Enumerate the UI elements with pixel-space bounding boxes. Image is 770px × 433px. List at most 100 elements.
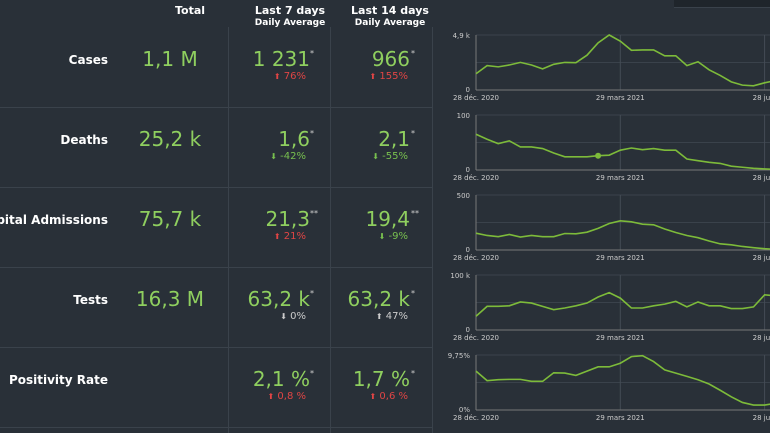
last14-number: 1,7 % bbox=[352, 367, 410, 391]
last7-change-text: 21% bbox=[283, 231, 306, 242]
footnote-mark: * bbox=[310, 289, 314, 298]
last14-value: 1,7 % bbox=[332, 367, 410, 391]
x-tick-label: 29 mars 2021 bbox=[596, 334, 645, 342]
y-tick-label: 500 bbox=[457, 192, 470, 200]
footnote-mark: * bbox=[310, 129, 314, 138]
total-value: 16,3 M bbox=[135, 287, 205, 311]
footnote-mark: * bbox=[411, 289, 415, 298]
last7-number: 2,1 % bbox=[252, 367, 310, 391]
y-tick-label: 100 k bbox=[450, 272, 471, 280]
header-daily-average: Daily Average bbox=[254, 18, 326, 28]
trend-chart[interactable]: 4,9 k 028 déc. 2020 29 mars 2021 28 juin bbox=[440, 27, 770, 107]
row-divider bbox=[0, 427, 432, 428]
row-label: Cases bbox=[68, 53, 108, 67]
last7-change-text: -42% bbox=[280, 151, 306, 162]
trend-chart[interactable]: 100 028 déc. 2020 29 mars 2021 28 juin bbox=[440, 107, 770, 187]
last7-change: ⬆ 21% bbox=[230, 231, 306, 242]
arrow-up-icon: ⬆ bbox=[273, 72, 281, 81]
last7-change-text: 0,8 % bbox=[277, 391, 306, 402]
arrow-up-icon: ⬆ bbox=[369, 72, 377, 81]
trend-chart[interactable]: 500 028 déc. 2020 29 mars 2021 28 juin bbox=[440, 187, 770, 267]
last7-value: 1 231 bbox=[230, 47, 310, 71]
last14-change: ⬆ 0,6 % bbox=[332, 391, 408, 402]
series-line bbox=[475, 133, 770, 170]
row-label: Positivity Rate bbox=[8, 373, 108, 387]
last7-number: 63,2 k bbox=[247, 287, 310, 311]
series-line bbox=[475, 354, 770, 406]
trend-chart[interactable]: 100 k 028 déc. 2020 29 mars 2021 28 juin bbox=[440, 267, 770, 347]
footnote-mark: ** bbox=[411, 209, 419, 218]
last7-change-text: 76% bbox=[283, 71, 306, 82]
top-right-panel-edge bbox=[674, 0, 770, 8]
last14-number: 19,4 bbox=[365, 207, 410, 231]
row-divider bbox=[0, 107, 432, 108]
last7-change-text: 0% bbox=[290, 311, 306, 322]
header-last14: Last 14 days Daily Average bbox=[340, 4, 440, 28]
last14-number: 2,1 bbox=[378, 127, 410, 151]
row-label: Deaths bbox=[60, 133, 108, 147]
row-label: Hospital Admissions bbox=[0, 213, 108, 227]
last7-value: 21,3 bbox=[230, 207, 310, 231]
y-tick-label: 4,9 k bbox=[453, 32, 471, 40]
last7-change: ⬆ 76% bbox=[230, 71, 306, 82]
last7-number: 1 231 bbox=[252, 47, 310, 71]
last7-change: ⬇ -42% bbox=[230, 151, 306, 162]
trend-chart[interactable]: 9,75% 0%28 déc. 2020 29 mars 2021 28 juin bbox=[440, 347, 770, 427]
x-tick-label: 28 juin bbox=[753, 334, 770, 342]
last14-number: 63,2 k bbox=[347, 287, 410, 311]
last7-value: 2,1 % bbox=[230, 367, 310, 391]
last14-change-text: 47% bbox=[385, 311, 408, 322]
last14-value: 2,1 bbox=[332, 127, 410, 151]
arrow-up-icon: ⬆ bbox=[273, 232, 281, 241]
header-daily-average: Daily Average bbox=[354, 18, 426, 28]
last14-change-text: 155% bbox=[379, 71, 408, 82]
footnote-mark: * bbox=[411, 49, 415, 58]
arrow-down-icon: ⬇ bbox=[270, 152, 277, 161]
last7-number: 21,3 bbox=[265, 207, 310, 231]
last14-change: ⬇ -9% bbox=[332, 231, 408, 242]
x-tick-label: 28 juin bbox=[753, 174, 770, 182]
footnote-mark: * bbox=[411, 129, 415, 138]
header-total: Total bbox=[150, 4, 230, 17]
y-tick-label: 100 bbox=[457, 112, 470, 120]
last14-number: 966 bbox=[371, 47, 410, 71]
x-tick-label: 28 déc. 2020 bbox=[453, 334, 499, 342]
footnote-mark: ** bbox=[310, 209, 318, 218]
x-tick-label: 28 déc. 2020 bbox=[453, 254, 499, 262]
total-value: 1,1 M bbox=[142, 47, 198, 71]
series-line bbox=[475, 34, 770, 87]
y-tick-label: 0 bbox=[466, 86, 470, 94]
last14-change: ⬆ 155% bbox=[332, 71, 408, 82]
row-divider bbox=[0, 267, 432, 268]
last14-change-text: -55% bbox=[382, 151, 408, 162]
y-tick-label: 0% bbox=[459, 406, 470, 414]
total-value: 75,7 k bbox=[138, 207, 202, 231]
x-tick-label: 28 juin bbox=[753, 94, 770, 102]
arrow-up-icon: ⬆ bbox=[369, 392, 377, 401]
y-tick-label: 0 bbox=[466, 326, 470, 334]
data-point bbox=[595, 152, 602, 159]
arrow-up-icon: ⬆ bbox=[375, 312, 383, 321]
last14-change: ⬇ -55% bbox=[332, 151, 408, 162]
last14-change-text: -9% bbox=[388, 231, 408, 242]
last7-value: 63,2 k bbox=[230, 287, 310, 311]
last14-change: ⬆ 47% bbox=[332, 311, 408, 322]
x-tick-label: 28 juin bbox=[753, 414, 770, 422]
series-line bbox=[475, 291, 770, 317]
row-divider bbox=[0, 347, 432, 348]
arrow-down-icon: ⬇ bbox=[280, 312, 287, 321]
column-divider bbox=[432, 27, 433, 433]
x-tick-label: 29 mars 2021 bbox=[596, 414, 645, 422]
last14-value: 966 bbox=[332, 47, 410, 71]
footnote-mark: * bbox=[310, 49, 314, 58]
header-total-label: Total bbox=[174, 4, 206, 17]
x-tick-label: 29 mars 2021 bbox=[596, 254, 645, 262]
footnote-mark: * bbox=[411, 369, 415, 378]
last7-number: 1,6 bbox=[278, 127, 310, 151]
column-divider bbox=[228, 27, 229, 433]
x-tick-label: 29 mars 2021 bbox=[596, 94, 645, 102]
last14-value: 63,2 k bbox=[332, 287, 410, 311]
x-tick-label: 29 mars 2021 bbox=[596, 174, 645, 182]
header-last7: Last 7 days Daily Average bbox=[240, 4, 340, 28]
header-last14-label: Last 14 days bbox=[351, 4, 429, 17]
